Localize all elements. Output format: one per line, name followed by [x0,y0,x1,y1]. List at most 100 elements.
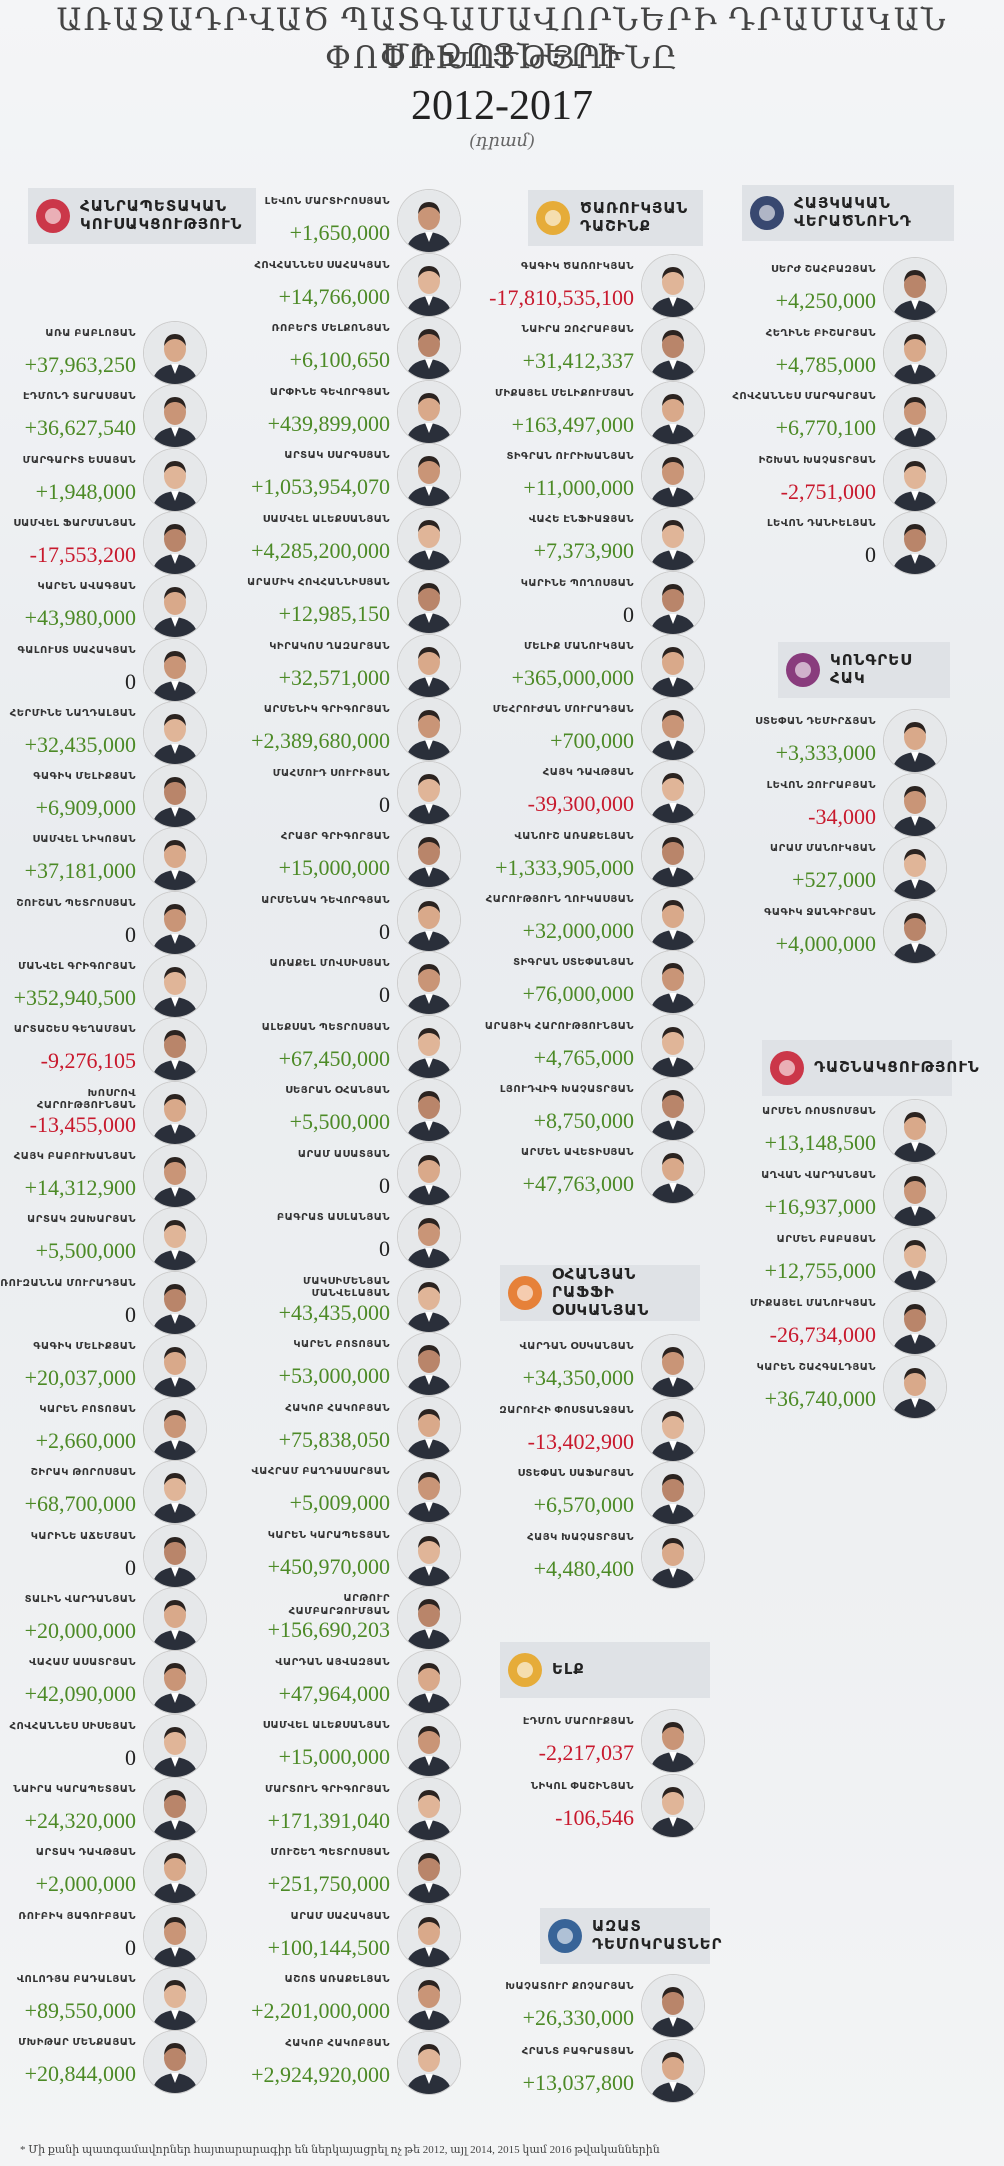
deputy-name: ԳԱԳԻԿ ԾԱՌՈՒԿՅԱՆ [521,261,634,272]
deputy-name: ԱՐԹՈՒՐ ՀԱՄԲԱՐՁՈՒՄՅԱՆ [288,1593,390,1617]
deputy-entry: ԼԵՎՈՆ ՄԱՐՏԻՐՈՍՅԱՆ +1,650,000 [220,190,460,254]
deputy-name: ՄԱԿՍԻՄԵՆՅԱՆ ՄԱՆՎԵԼԱՅԱՆ [303,1275,390,1300]
party-logo-icon [36,199,70,233]
deputy-name: ՀԱՅԿ ԴԱՎԹՅԱՆ [542,767,634,779]
asset-change-amount: +1,650,000 [289,220,390,245]
deputy-entry: ՏԻԳՐԱՆ ՍՏԵՓԱՆՅԱՆ +76,000,000 [464,951,704,1015]
deputy-entry: ՆԱԻՐԱ ԿԱՐԱՊԵՏՅԱՆ +24,320,000 [0,1777,206,1842]
title-line-2: ՓՈՓՈԽՈՒԹՅՈՒՆԸ [324,40,680,75]
deputy-name: ԱՐԱՄ ԱՍԱՏՅԱՆ [297,1148,390,1160]
deputy-entry: ԱՐՏԱԿ ԴԱՎԹՅԱՆ +2,000,000 [0,1841,206,1905]
deputy-photo [642,381,704,444]
asset-change-amount: +2,389,680,000 [251,728,390,753]
deputy-entry: ԱՌԱ ԲԱԲԼՈՅԱՆ +37,963,250 [0,322,206,386]
deputy-name: ԱՌԱՔԵԼ ՄՈՎՍԻՍՅԱՆ [269,958,390,969]
asset-change-amount: 0 [125,1934,136,1960]
deputy-name: ՄԵԼԻՔ ՄԱՆՈՒԿՅԱՆ [523,640,634,652]
deputy-name: ԱՐԱՄ ՍԱՀԱԿՅԱՆ [290,1910,390,1922]
deputy-entry: ՄԵԼԻՔ ՄԱՆՈՒԿՅԱՆ +365,000,000 [464,634,704,699]
deputy-entry: ՄԱՆՎԵԼ ԳՐԻԳՈՐՅԱՆ +352,940,500 [0,955,206,1019]
deputy-name: ՀՐԱՅՐ ԳՐԻԳՈՐՅԱՆ [280,831,390,842]
deputy-photo [398,1841,460,1903]
asset-change-amount: +15,000,000 [278,855,390,880]
deputy-name: ԽԱՉԱՏՈՒՐ ՔՈՉԱՐՅԱՆ [505,1981,634,1992]
party-logo-icon [786,653,820,687]
deputy-entry: ՀԱԿՈԲ ՀԱԿՈԲՅԱՆ +2,924,920,000 [220,2031,460,2096]
deputy-photo [398,1968,460,2030]
deputy-entry: ՏԻԳՐԱՆ ՈՒՐԻԽԱՆՅԱՆ +11,000,000 [464,444,704,509]
deputy-name: ՀՈՎՀԱՆՆԵՍ ՍԱՀԱԿՅԱՆ [254,259,390,271]
deputy-name: ԱՐՏԱԿ ՍԱՐԳՍՅԱՆ [284,450,390,461]
asset-change-amount: +20,037,000 [24,1364,136,1390]
deputy-entry: ԱՌԱՔԵԼ ՄՈՎՍԻՍՅԱՆ 0 [220,952,460,1016]
deputy-entry: ՀԱԿՈԲ ՀԱԿՈԲՅԱՆ +75,838,050 [220,1396,460,1461]
asset-change-amount: +450,970,000 [267,1553,390,1579]
deputy-name: ՀԱՐՈՒԹՅՈՒՆ ՂՈՒԿԱՍՅԱՆ [485,894,634,905]
asset-change-amount: +6,909,000 [35,795,136,821]
asset-change-amount: +171,391,040 [267,1807,390,1833]
deputy-entry: ՎՈԼՈԴՅԱ ԲԱԴԱԼՅԱՆ +89,550,000 [0,1967,206,2032]
deputy-photo [398,2031,460,2094]
deputy-photo [398,1269,460,1332]
deputy-photo [398,888,460,951]
deputy-entry: ՍԵՅՐԱՆ ՕՀԱՆՅԱՆ +5,500,000 [220,1079,460,1143]
deputy-entry: ԳԱԳԻԿ ԾԱՌՈՒԿՅԱՆ -17,810,535,100 [464,255,704,319]
asset-change-amount: +4,285,200,000 [251,537,390,563]
deputy-photo [398,1777,460,1840]
deputy-photo [642,571,704,634]
deputy-entry: ՀՈՎՀԱՆՆԵՍ ՍԻՍԵՅԱՆ 0 [0,1714,206,1779]
deputy-photo [144,1208,206,1271]
title-line-1: ԱՌԱՋԱԴՐՎԱԾ ՊԱՏԳԱՄԱՎՈՐՆԵՐԻ ԴՐԱՄԱԿԱՆ ՄԻՋՈՑ… [56,2,948,73]
asset-change-amount: -2,217,037 [538,1740,634,1765]
deputy-entry: ԱՂՎԱՆ ՎԱՐԴԱՆՅԱՆ +16,937,000 [706,1164,946,1228]
deputy-photo [144,1334,206,1397]
party-header: ԴԱՇՆԱԿՑՈՒԹՅՈՒՆ [762,1040,979,1096]
deputy-photo [398,761,460,824]
deputy-name: ՍՏԵՓԱՆ ՍԱՖԱՐՅԱՆ [517,1468,634,1479]
deputy-entry: ԽԱՉԱՏՈՒՐ ՔՈՉԱՐՅԱՆ +26,330,000 [464,1975,704,2039]
deputy-name: ՀԵՂԻՆԵ ԲԻՇԱՐՅԱՆ [765,327,876,339]
deputy-entry: ՀՐԱՆՏ ԲԱԳՐԱՏՅԱՆ +13,037,800 [464,2040,704,2104]
asset-change-amount: +36,740,000 [764,1386,876,1411]
deputy-entry: ՄԱՀՄՈՒԴ ՍՈՒՐԻՅԱՆ 0 [220,761,460,826]
deputy-photo [642,888,704,950]
deputy-name: ԱՐՏԱԿ ԶԱԽԱՐՅԱՆ [27,1214,136,1226]
deputy-entry: ԼԵՎՈՆ ԶՈՒՐԱԲՅԱՆ -34,000 [706,773,946,838]
deputy-photo [398,444,460,506]
deputy-name: ԱՐԱՄԻԿ ՀՈՎՀԱՆՆԻՍՅԱՆ [247,577,390,588]
asset-change-amount: -13,455,000 [29,1111,136,1137]
deputy-photo [884,837,946,899]
deputy-name: ԱՐՄԵՆ ԱՎԵՏԻՍՅԱՆ [521,1147,634,1159]
asset-change-amount: +37,963,250 [24,352,136,377]
party-name: ՀԱՅԿԱԿԱՆ ՎԵՐԱԾՆՈՒՆԴ [794,195,912,230]
deputy-name: ՍԵՅՐԱՆ ՕՀԱՆՅԱՆ [285,1085,390,1096]
deputy-entry: ԷԴՄՈՆ ՄԱՐՈՒՔՅԱՆ -2,217,037 [464,1710,704,1774]
deputy-photo [398,1650,460,1713]
asset-change-amount: +32,571,000 [278,664,390,690]
asset-change-amount: +20,844,000 [24,2061,136,2087]
deputy-name: ՀԱԿՈԲ ՀԱԿՈԲՅԱՆ [285,2037,390,2049]
deputy-name: ԱՐՓԻՆԵ ԳԵՎՈՐԳՅԱՆ [269,386,390,398]
deputy-photo [144,511,206,574]
deputy-entry: ՍՏԵՓԱՆ ԴԵՄԻՐՃՅԱՆ +3,333,000 [706,710,946,774]
party-header: ՀԱՅԿԱԿԱՆ ՎԵՐԱԾՆՈՒՆԴ [742,185,954,241]
deputy-photo [398,1396,460,1459]
deputy-name: ԱՐՏԱՇԵՍ ԳԵՂԱՄՅԱՆ [13,1024,136,1036]
deputy-photo [398,1206,460,1268]
deputy-entry: ԱՐՏԱԿ ՍԱՐԳՍՅԱՆ +1,053,954,070 [220,444,460,508]
deputy-entry: ՄՈՒՇԵՂ ՊԵՏՐՈՍՅԱՆ +251,750,000 [220,1841,460,1905]
deputy-photo [398,1333,460,1395]
asset-change-amount: +2,201,000,000 [251,1998,390,2023]
deputy-entry: ՍԵՐԺ ՇԱՀԲԱԶՅԱՆ +4,250,000 [706,258,946,322]
asset-change-amount: -17,810,535,100 [489,285,634,310]
party-name: ՕՀԱՆՅԱՆ ՐԱՖՖԻ ՕՍԿԱՆՅԱՆ [552,1266,650,1319]
asset-change-amount: +75,838,050 [278,1426,390,1452]
deputy-photo [398,1904,460,1967]
deputy-photo [144,1651,206,1714]
deputy-name: ԳԱԳԻԿ ՄԵԼԻՔՅԱՆ [33,771,136,783]
party-logo-icon [770,1051,804,1085]
deputy-entry: ՎԱՆՈՒՇ ԱՌԱՔԵԼՅԱՆ +1,333,905,000 [464,824,704,889]
asset-change-amount: +43,435,000 [278,1299,390,1325]
asset-change-amount: 0 [865,542,876,567]
deputy-entry: ՄԱՐՏՈՒՆ ԳՐԻԳՈՐՅԱՆ +171,391,040 [220,1777,460,1842]
